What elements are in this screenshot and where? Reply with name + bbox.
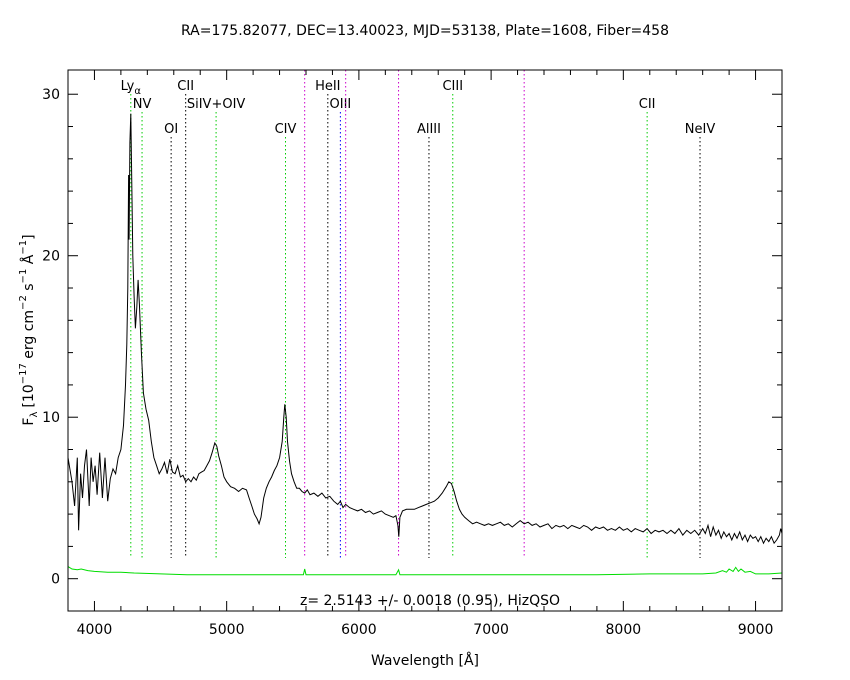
line-label-3: CII bbox=[177, 79, 194, 94]
x-tick-label-5: 9000 bbox=[738, 622, 774, 638]
svg-text:Fλ[10−17 erg cm−2 s−1 Å−1]: Fλ[10−17 erg cm−2 s−1 Å−1] bbox=[18, 234, 40, 425]
y-label-exp4: −1 bbox=[18, 240, 29, 255]
error-series bbox=[67, 566, 783, 576]
line-label-12: CIII bbox=[442, 79, 463, 94]
flux-series bbox=[67, 113, 783, 545]
data-series bbox=[67, 113, 783, 576]
y-axis-label: Fλ[10−17 erg cm−2 s−1 Å−1] bbox=[18, 234, 40, 425]
chart-title: RA=175.82077, DEC=13.40023, MJD=53138, P… bbox=[181, 23, 669, 39]
line-label-6: HeII bbox=[315, 79, 340, 94]
x-tick-label-0: 4000 bbox=[77, 622, 113, 638]
redshift-annotation: z= 2.5143 +/- 0.0018 (0.95), HizQSO bbox=[300, 593, 560, 609]
y-label-exp2: −2 bbox=[18, 295, 29, 310]
emission-line-markers: LyαNVOICIISiIV+OIVCIVHeIIOIIIAlIIICIIICI… bbox=[121, 70, 716, 558]
y-label-part3: s bbox=[21, 283, 37, 295]
line-label-1: NV bbox=[133, 97, 152, 112]
y-label-part4: Å bbox=[20, 254, 37, 268]
y-label-exp1: −17 bbox=[18, 363, 29, 384]
line-label-15: NeIV bbox=[685, 122, 716, 137]
line-label-2: OI bbox=[164, 122, 178, 137]
y-label-end: ] bbox=[21, 234, 37, 239]
x-tick-label-2: 6000 bbox=[341, 622, 377, 638]
x-tick-label-1: 5000 bbox=[209, 622, 245, 638]
y-tick-label-1: 10 bbox=[42, 410, 60, 426]
x-axis-label: Wavelength [Å] bbox=[371, 652, 479, 669]
line-label-14: CII bbox=[639, 97, 656, 112]
line-label-4: SiIV+OIV bbox=[187, 97, 246, 112]
y-tick-label-2: 20 bbox=[42, 249, 60, 265]
y-tick-label-3: 30 bbox=[42, 87, 60, 103]
y-label-f: F bbox=[21, 418, 37, 426]
y-label-part2: erg cm bbox=[21, 310, 37, 363]
x-tick-label-4: 8000 bbox=[606, 622, 642, 638]
line-label-5: CIV bbox=[275, 122, 297, 137]
line-label-11: AlIII bbox=[417, 122, 441, 137]
y-label-part1: [10 bbox=[21, 384, 37, 407]
y-tick-label-0: 0 bbox=[51, 572, 60, 588]
axis-ticks: 4000 5000 6000 7000 8000 9000 0 10 20 30 bbox=[42, 70, 783, 638]
y-label-exp3: −1 bbox=[18, 269, 29, 284]
plot-frame bbox=[67, 69, 783, 612]
x-tick-label-3: 7000 bbox=[473, 622, 509, 638]
y-label-sub: λ bbox=[29, 412, 40, 418]
line-label-7: OIII bbox=[330, 97, 352, 112]
